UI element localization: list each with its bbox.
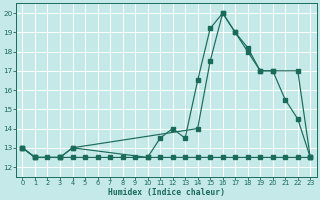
X-axis label: Humidex (Indice chaleur): Humidex (Indice chaleur) <box>108 188 225 197</box>
